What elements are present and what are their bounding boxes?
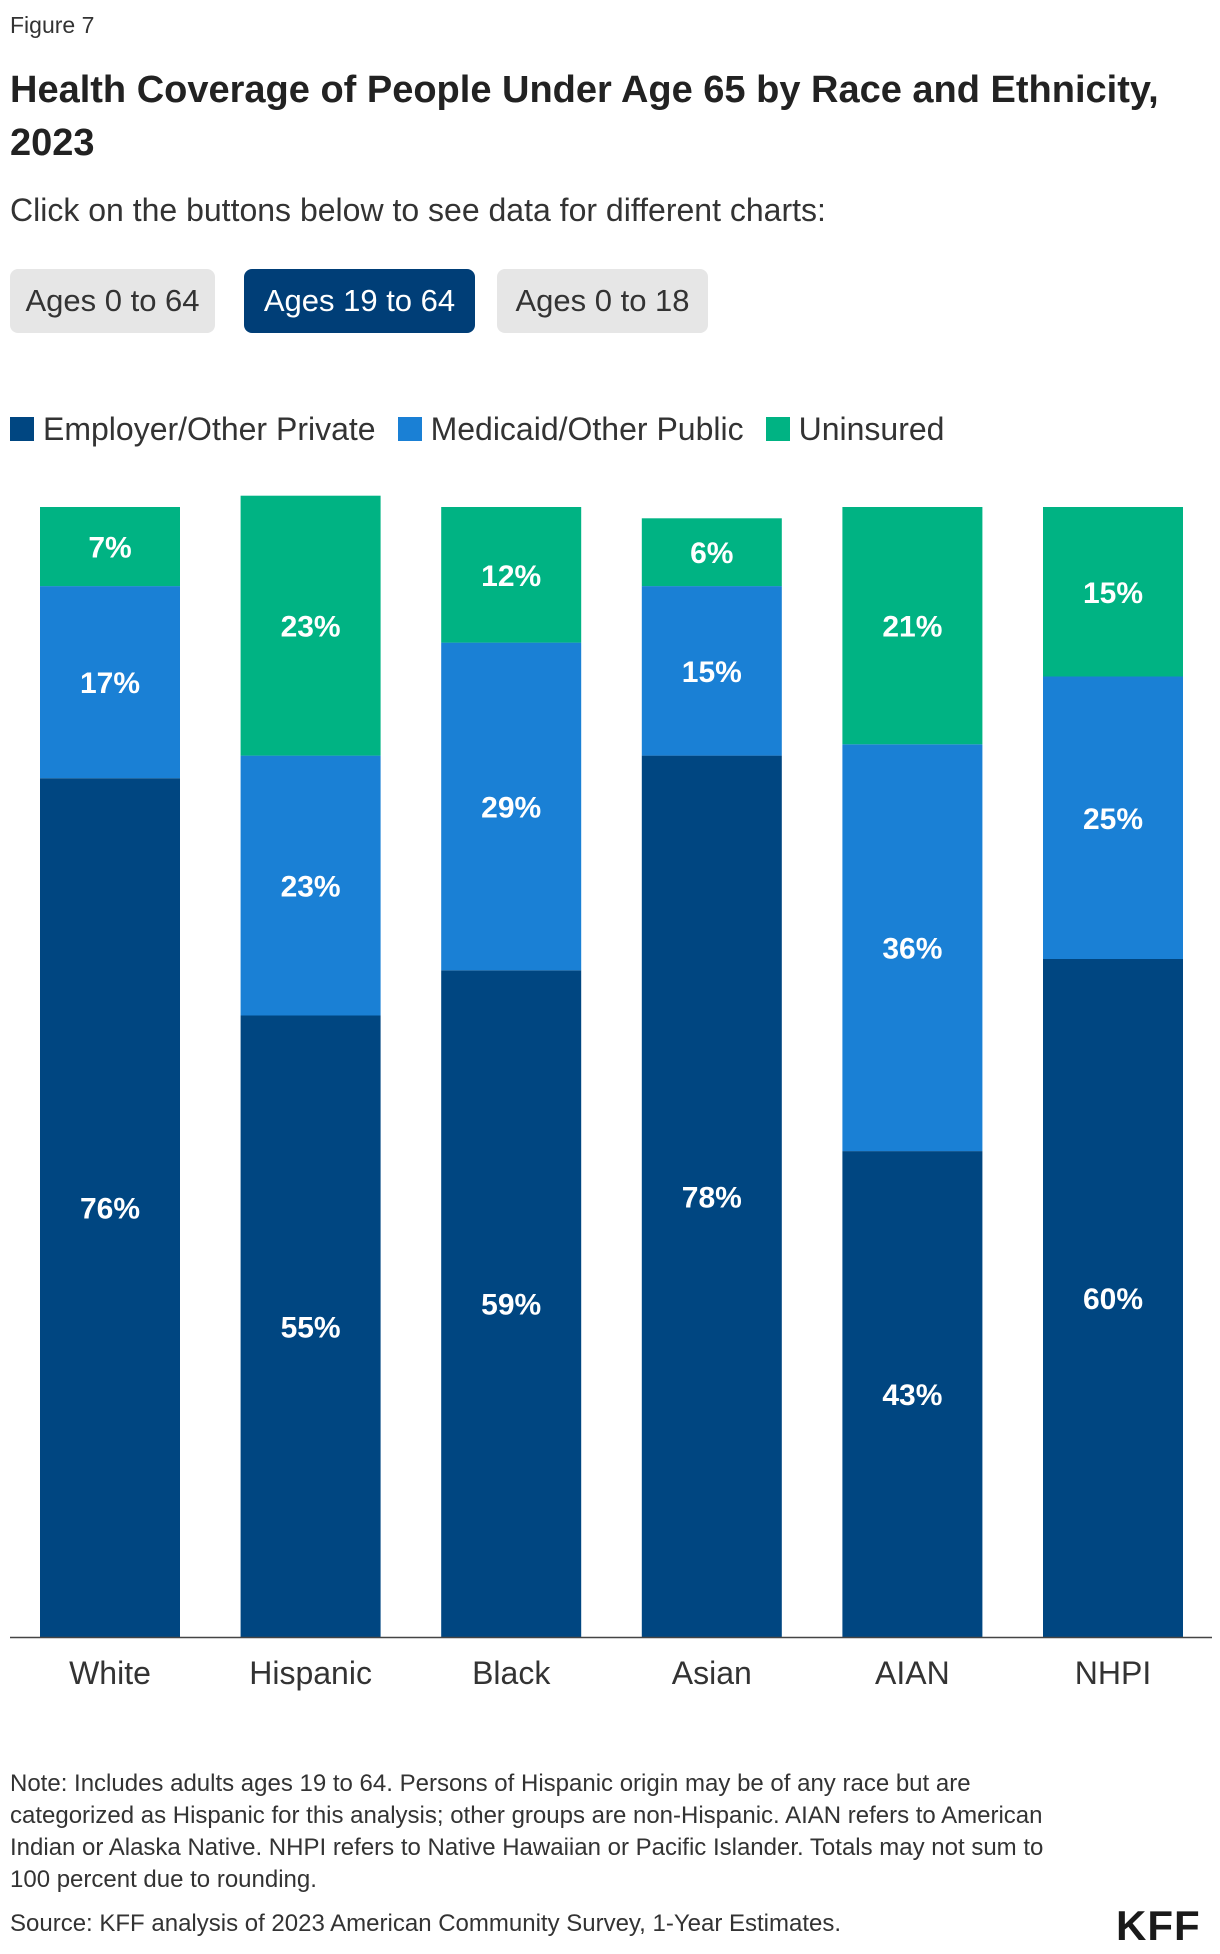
data-label-black-uninsured: 12% [481, 560, 541, 593]
ages-19-to-64-button[interactable]: Ages 19 to 64 [244, 269, 475, 333]
data-label-asian-employer-other-private: 78% [682, 1181, 742, 1214]
x-tick-label-aian: AIAN [875, 1655, 950, 1691]
legend-item-uninsured: Uninsured [765, 410, 945, 448]
x-tick-label-white: White [69, 1655, 151, 1691]
data-label-black-employer-other-private: 59% [481, 1289, 541, 1322]
bar-white-uninsured [40, 507, 180, 587]
data-label-white-medicaid-other-public: 17% [80, 667, 140, 700]
bar-white-medicaid-other-public [40, 586, 180, 779]
kff-logo: KFF [1116, 1902, 1201, 1949]
data-label-asian-uninsured: 6% [690, 537, 733, 570]
bar-nhpi-medicaid-other-public [1043, 676, 1183, 959]
legend-label-uninsured: Uninsured [798, 410, 945, 447]
bar-asian-medicaid-other-public [641, 586, 782, 756]
bar-black-uninsured [441, 507, 582, 643]
bar-white-employer-other-private [40, 778, 180, 1637]
bar-aian-medicaid-other-public [842, 744, 983, 1152]
chart-legend: Employer/Other Private Medicaid/Other Pu… [10, 408, 966, 450]
x-tick-label-black: Black [472, 1655, 551, 1691]
data-label-nhpi-medicaid-other-public: 25% [1083, 803, 1143, 836]
data-label-hispanic-employer-other-private: 55% [281, 1311, 341, 1344]
bar-hispanic-employer-other-private [240, 1015, 381, 1637]
stacked-bar-chart: 76% 17% 7% White 55% 23% 23% Hispanic 59% 29% 12% B… [10, 495, 1212, 1691]
bar-black-medicaid-other-public [441, 642, 582, 971]
bar-asian-uninsured [641, 518, 782, 587]
data-label-black-medicaid-other-public: 29% [481, 791, 541, 824]
legend-item-employer: Employer/Other Private [10, 411, 376, 448]
data-label-aian-medicaid-other-public: 36% [882, 933, 942, 966]
data-label-aian-uninsured: 21% [882, 611, 942, 644]
chart-source: Source: KFF analysis of 2023 American Co… [10, 1910, 842, 1937]
legend-swatch-medicaid [397, 417, 422, 441]
bar-hispanic-medicaid-other-public [240, 755, 381, 1016]
x-tick-label-nhpi: NHPI [1075, 1655, 1151, 1691]
bar-aian-uninsured [842, 507, 983, 745]
chart-title: Health Coverage of People Under Age 65 b… [10, 69, 1159, 164]
legend-swatch-employer [10, 417, 34, 441]
legend-label-medicaid: Medicaid/Other Public [430, 410, 744, 447]
data-label-nhpi-employer-other-private: 60% [1083, 1283, 1143, 1316]
data-label-white-employer-other-private: 76% [80, 1193, 140, 1226]
x-tick-label-hispanic: Hispanic [249, 1655, 372, 1691]
data-label-aian-employer-other-private: 43% [882, 1379, 942, 1412]
bar-nhpi-employer-other-private [1043, 959, 1183, 1637]
x-tick-label-asian: Asian [672, 1655, 752, 1691]
legend-item-medicaid: Medicaid/Other Public [397, 410, 744, 448]
bar-aian-employer-other-private [842, 1151, 983, 1637]
data-label-nhpi-uninsured: 15% [1083, 577, 1143, 610]
ages-0-to-18-button[interactable]: Ages 0 to 18 [497, 269, 708, 333]
bar-black-employer-other-private [441, 970, 582, 1637]
chart-note: Note: Includes adults ages 19 to 64. Per… [10, 1770, 1044, 1893]
data-label-hispanic-medicaid-other-public: 23% [281, 871, 341, 904]
data-label-hispanic-uninsured: 23% [281, 611, 341, 644]
data-label-asian-medicaid-other-public: 15% [682, 656, 742, 689]
data-label-white-uninsured: 7% [88, 532, 131, 565]
instructions-text: Click on the buttons below to see data f… [10, 192, 826, 228]
bar-asian-employer-other-private [641, 755, 782, 1637]
ages-0-to-64-button[interactable]: Ages 0 to 64 [10, 269, 215, 333]
legend-swatch-uninsured [765, 417, 790, 441]
bar-hispanic-uninsured [240, 495, 381, 756]
legend-label-employer: Employer/Other Private [43, 410, 376, 447]
figure-label: Figure 7 [10, 12, 95, 38]
bar-nhpi-uninsured [1043, 507, 1183, 677]
